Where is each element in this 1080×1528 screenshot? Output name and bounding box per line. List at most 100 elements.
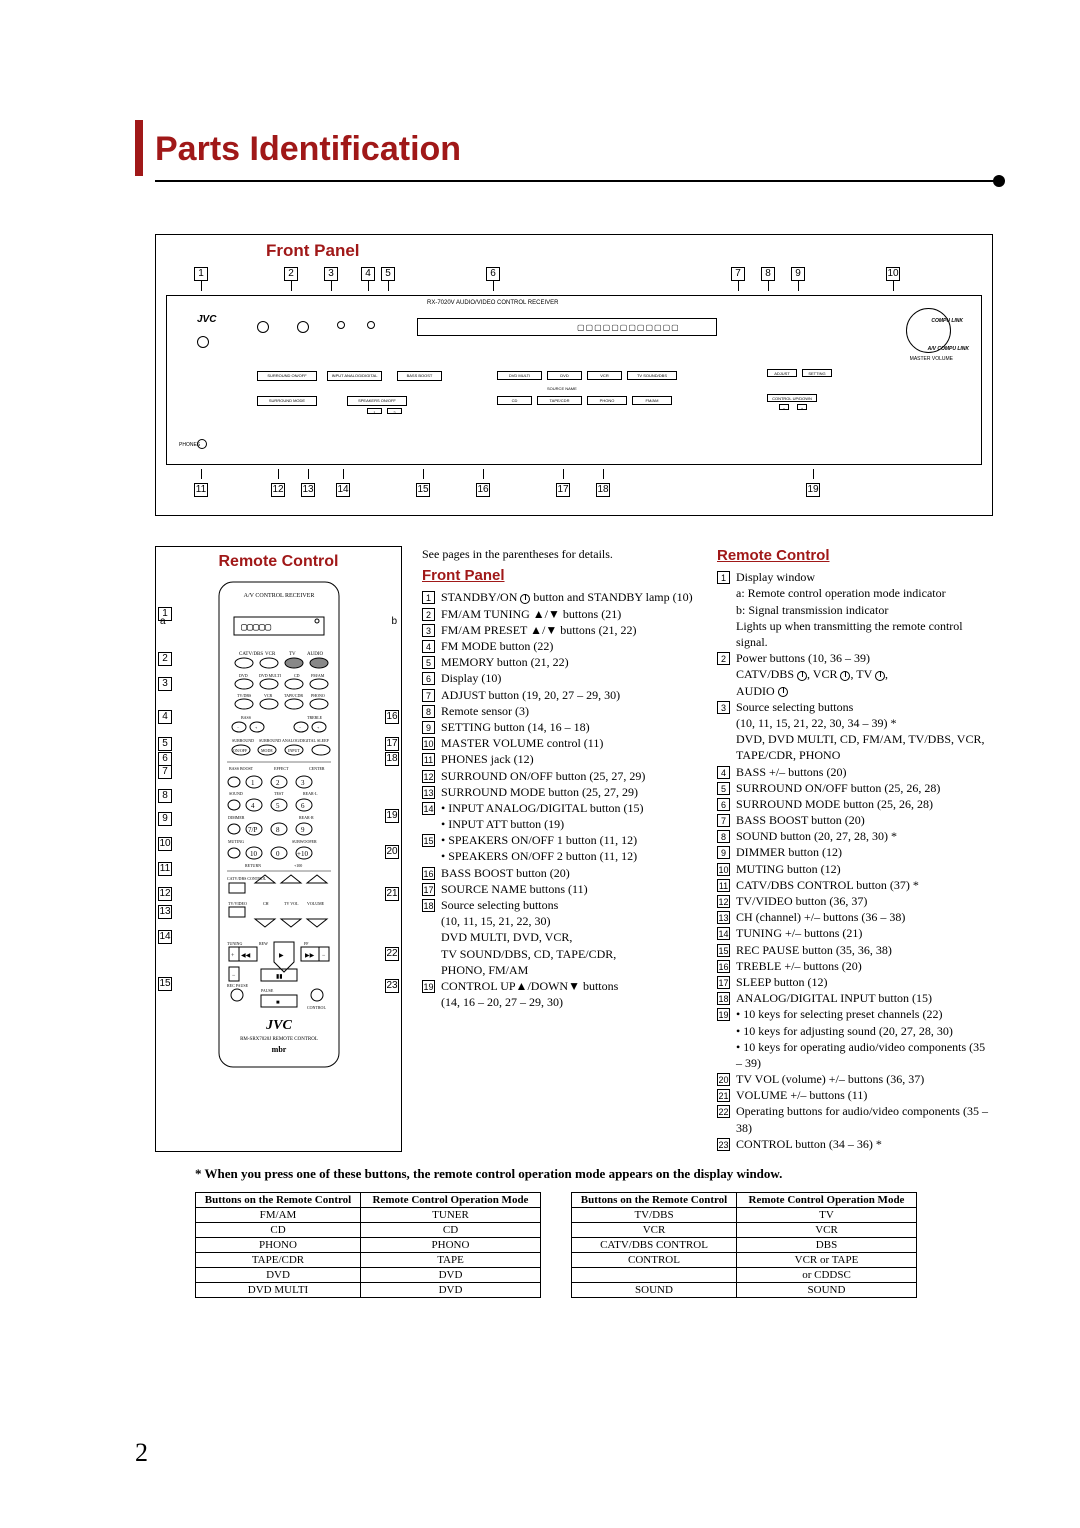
rc-item-16: 16TREBLE +/– buttons (20) bbox=[717, 958, 992, 974]
svg-text:PAUSE: PAUSE bbox=[261, 988, 274, 993]
table-row: or CDDSC bbox=[572, 1268, 917, 1283]
adjust-btn: ADJUST bbox=[767, 369, 797, 377]
svg-text:4: 4 bbox=[251, 802, 255, 810]
avcompulink-label: A/V COMPU LINK bbox=[928, 346, 969, 352]
rc-callout-13: 13 bbox=[158, 905, 172, 919]
table-row: FM/AMTUNER bbox=[196, 1208, 541, 1223]
fp-item-3: 3FM/AM PRESET ▲/▼ buttons (21, 22) bbox=[422, 622, 697, 638]
fp-callout-11: 11 bbox=[194, 483, 208, 497]
rc-b-label: b bbox=[391, 616, 397, 627]
src-tvdbs: TV SOUND/DBS bbox=[627, 371, 677, 380]
rc-callout-11: 11 bbox=[158, 862, 172, 876]
svg-text:10: 10 bbox=[250, 850, 258, 858]
rc-item-12: 12TV/VIDEO button (36, 37) bbox=[717, 893, 992, 909]
footnote: * When you press one of these buttons, t… bbox=[195, 1166, 955, 1182]
fp-item-4: 4FM MODE button (22) bbox=[422, 638, 697, 654]
rc-item-1-sub: b: Signal transmission indicator bbox=[717, 602, 992, 618]
svg-text:1: 1 bbox=[251, 779, 255, 787]
rc-item-7: 7BASS BOOST button (20) bbox=[717, 812, 992, 828]
title-underline bbox=[155, 180, 1000, 182]
svg-text:0: 0 bbox=[276, 850, 280, 858]
svg-text:CENTER: CENTER bbox=[309, 766, 325, 771]
mode-table-right: Buttons on the Remote Control Remote Con… bbox=[571, 1192, 917, 1298]
rc-item-1-sub: Lights up when transmitting the remote c… bbox=[717, 618, 992, 650]
model-label: RX-7020V AUDIO/VIDEO CONTROL RECEIVER bbox=[427, 300, 558, 306]
rc-item-11: 11CATV/DBS CONTROL button (37) * bbox=[717, 877, 992, 893]
page-number: 2 bbox=[135, 1438, 148, 1468]
rc-item-19: 19• 10 keys for selecting preset channel… bbox=[717, 1006, 992, 1022]
svg-text:TREBLE: TREBLE bbox=[307, 715, 323, 720]
table-row: PHONOPHONO bbox=[196, 1238, 541, 1253]
svg-text:TV VOL: TV VOL bbox=[284, 901, 299, 906]
fp-item-19: 19CONTROL UP▲/DOWN▼ buttons bbox=[422, 978, 697, 994]
svg-text:SLEEP: SLEEP bbox=[317, 738, 330, 743]
fp-item-1: 1STANDBY/ON button and STANDBY lamp (10) bbox=[422, 589, 697, 605]
setting-btn: SETTING bbox=[802, 369, 832, 377]
th-remote-btn-r: Buttons on the Remote Control bbox=[572, 1193, 737, 1208]
fp-callout-15: 15 bbox=[416, 483, 430, 497]
rc-callout-2: 2 bbox=[158, 652, 172, 666]
svg-text:◀◀: ◀◀ bbox=[241, 953, 251, 959]
remote-heading: Remote Control bbox=[164, 553, 393, 571]
rc-item-6: 6SURROUND MODE button (25, 26, 28) bbox=[717, 796, 992, 812]
rc-callout-14: 14 bbox=[158, 930, 172, 944]
svg-text:JVC: JVC bbox=[265, 1018, 292, 1033]
rc-callout-17: 17 bbox=[385, 737, 399, 751]
svg-text:DIMMER: DIMMER bbox=[228, 815, 245, 820]
svg-text:MODE: MODE bbox=[261, 748, 273, 753]
ctl-plus: + bbox=[797, 404, 807, 410]
rc-callout-22: 22 bbox=[385, 947, 399, 961]
svg-text:RETURN: RETURN bbox=[245, 863, 261, 868]
surround-onoff: SURROUND ON/OFF bbox=[257, 371, 317, 381]
title-dot bbox=[993, 175, 1005, 187]
svg-text:CATV/DBS: CATV/DBS bbox=[239, 652, 263, 657]
rc-item-5: 5SURROUND ON/OFF button (25, 26, 28) bbox=[717, 780, 992, 796]
svg-text:2: 2 bbox=[276, 779, 280, 787]
svg-text:VOLUME: VOLUME bbox=[307, 901, 325, 906]
svg-text:TEST: TEST bbox=[274, 791, 284, 796]
svg-text:6: 6 bbox=[301, 802, 305, 810]
front-panel-diagram: Front Panel 12345678910 RX-7020V AUDIO/V… bbox=[155, 234, 993, 516]
svg-text:8: 8 bbox=[276, 826, 280, 834]
rc-item-9: 9DIMMER button (12) bbox=[717, 844, 992, 860]
spk-1: 1 bbox=[367, 408, 382, 414]
rc-callout-9: 9 bbox=[158, 812, 172, 826]
surround-mode: SURROUND MODE bbox=[257, 396, 317, 406]
rc-item-20: 20TV VOL (volume) +/– buttons (36, 37) bbox=[717, 1071, 992, 1087]
svg-text:BASS: BASS bbox=[241, 715, 251, 720]
rc-callout-3: 3 bbox=[158, 677, 172, 691]
fp-callout-7: 7 bbox=[731, 267, 745, 281]
memory-btn bbox=[367, 321, 375, 329]
svg-text:SURROUND: SURROUND bbox=[259, 738, 281, 743]
front-panel-top-callouts: 12345678910 bbox=[166, 265, 982, 291]
table-row: SOUNDSOUND bbox=[572, 1283, 917, 1298]
rc-a-label: a bbox=[160, 616, 166, 627]
power-icon bbox=[840, 671, 850, 681]
rc-item-1-sub: a: Remote control operation mode indicat… bbox=[717, 585, 992, 601]
th-remote-btn: Buttons on the Remote Control bbox=[196, 1193, 361, 1208]
source-name-label: SOURCE NAME bbox=[547, 386, 577, 391]
th-op-mode-r: Remote Control Operation Mode bbox=[737, 1193, 917, 1208]
src-dvd: DVD bbox=[547, 371, 582, 380]
svg-text:■: ■ bbox=[276, 1000, 280, 1006]
rc-callout-10: 10 bbox=[158, 837, 172, 851]
remote-illustration: A/V CONTROL RECEIVER ▢▢▢▢▢ CATV/DBSVCRTV… bbox=[199, 577, 359, 1072]
fp-callout-14: 14 bbox=[336, 483, 350, 497]
svg-text:PHONO: PHONO bbox=[311, 693, 325, 698]
fp-item-18-sub: DVD MULTI, DVD, VCR, bbox=[422, 929, 697, 945]
fp-callout-9: 9 bbox=[791, 267, 805, 281]
svg-text:FF: FF bbox=[304, 941, 309, 946]
svg-text:REAR·L: REAR·L bbox=[303, 791, 318, 796]
svg-text:DVD MULTI: DVD MULTI bbox=[259, 673, 282, 678]
rc-callout-19: 19 bbox=[385, 809, 399, 823]
rc-item-10: 10MUTING button (12) bbox=[717, 861, 992, 877]
fp-item-11: 11PHONES jack (12) bbox=[422, 751, 697, 767]
table-row: TV/DBSTV bbox=[572, 1208, 917, 1223]
svg-text:ON/OFF: ON/OFF bbox=[233, 748, 248, 753]
fmmode-btn bbox=[337, 321, 345, 329]
svg-text:RM-SRX7020J REMOTE CONTROL: RM-SRX7020J REMOTE CONTROL bbox=[240, 1037, 318, 1042]
svg-text:CONTROL: CONTROL bbox=[307, 1005, 326, 1010]
rc-item-22: 22Operating buttons for audio/video comp… bbox=[717, 1103, 992, 1135]
fp-callout-4: 4 bbox=[361, 267, 375, 281]
fp-item-5: 5MEMORY button (21, 22) bbox=[422, 654, 697, 670]
